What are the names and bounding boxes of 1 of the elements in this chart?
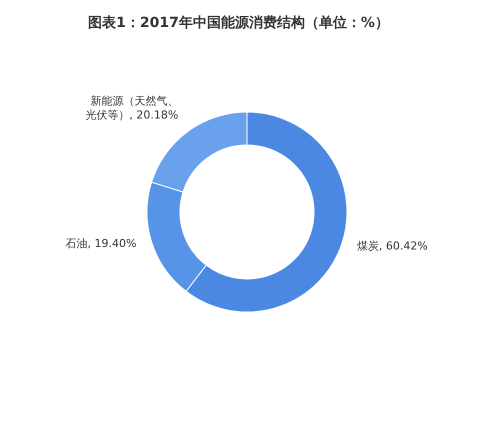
chart-title: 图表1：2017年中国能源消费结构（单位：%） bbox=[88, 15, 389, 31]
